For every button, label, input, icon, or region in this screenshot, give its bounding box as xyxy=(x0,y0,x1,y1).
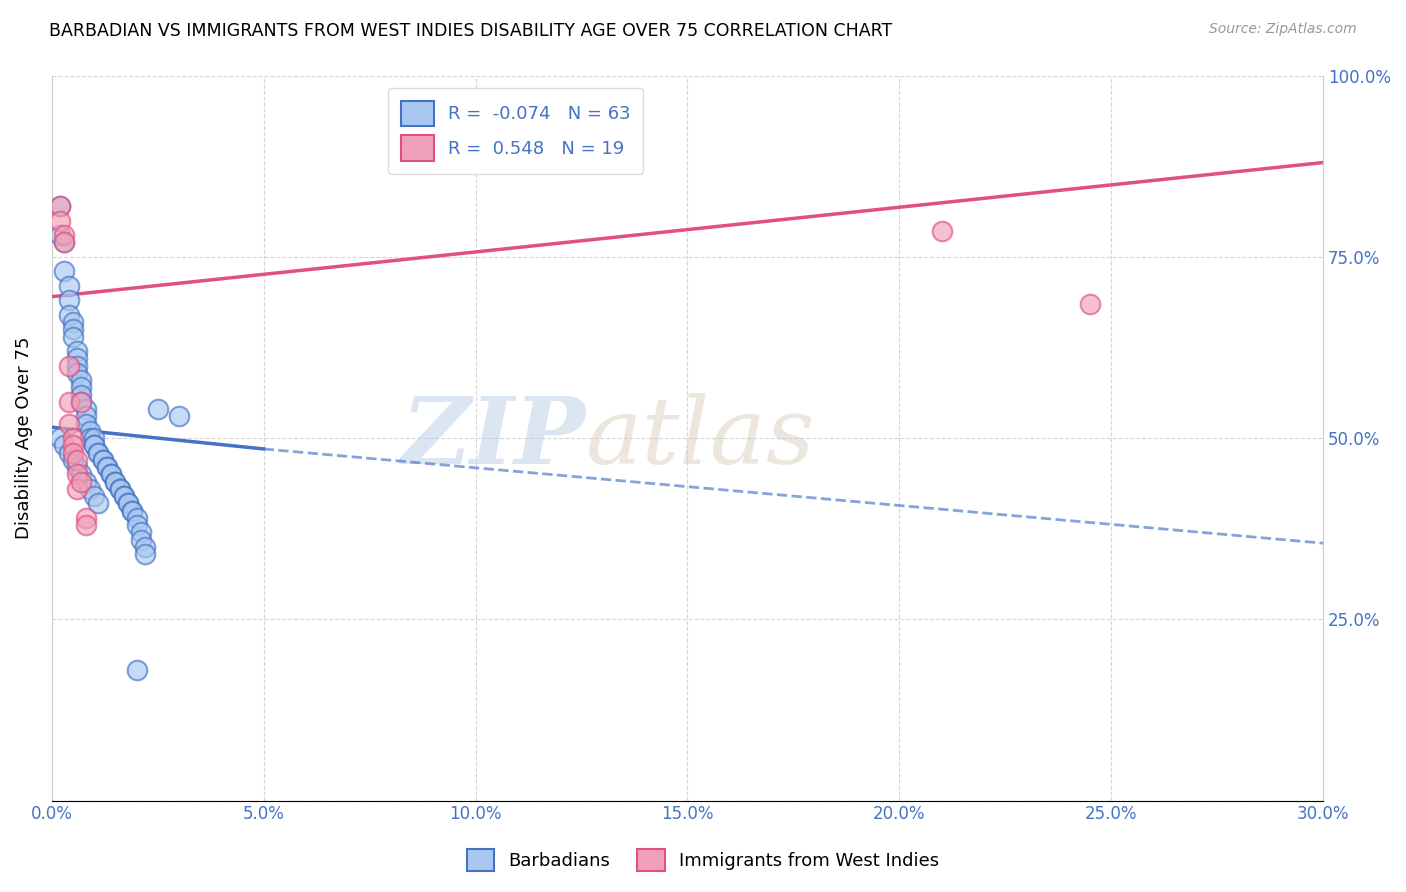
Text: ZIP: ZIP xyxy=(402,393,586,483)
Point xyxy=(58,359,80,373)
Y-axis label: Disability Age Over 75: Disability Age Over 75 xyxy=(15,337,32,540)
Point xyxy=(53,227,76,242)
Point xyxy=(87,445,110,459)
Point xyxy=(70,373,93,387)
Point xyxy=(66,344,89,359)
Point xyxy=(121,503,143,517)
Point xyxy=(117,496,139,510)
Point xyxy=(53,264,76,278)
Point xyxy=(66,452,89,467)
Point xyxy=(96,460,118,475)
Point xyxy=(49,199,72,213)
Point xyxy=(62,315,84,329)
Point xyxy=(104,475,127,489)
Legend: R =  -0.074   N = 63, R =  0.548   N = 19: R = -0.074 N = 63, R = 0.548 N = 19 xyxy=(388,88,643,174)
Point xyxy=(62,431,84,445)
Point xyxy=(87,496,110,510)
Point xyxy=(70,387,93,401)
Point xyxy=(125,511,148,525)
Point xyxy=(58,278,80,293)
Text: Source: ZipAtlas.com: Source: ZipAtlas.com xyxy=(1209,22,1357,37)
Point xyxy=(931,224,953,238)
Point xyxy=(53,438,76,452)
Point xyxy=(66,366,89,380)
Point xyxy=(91,452,114,467)
Point xyxy=(49,213,72,227)
Point xyxy=(83,438,105,452)
Point xyxy=(83,431,105,445)
Point xyxy=(129,533,152,547)
Text: atlas: atlas xyxy=(586,393,815,483)
Point xyxy=(134,540,156,554)
Point xyxy=(100,467,122,482)
Point xyxy=(58,445,80,459)
Point xyxy=(83,438,105,452)
Point xyxy=(75,417,97,431)
Point xyxy=(66,482,89,496)
Point xyxy=(146,402,169,417)
Point xyxy=(79,424,101,438)
Point xyxy=(100,467,122,482)
Point xyxy=(66,351,89,366)
Point xyxy=(129,525,152,540)
Point xyxy=(167,409,190,424)
Point xyxy=(75,518,97,533)
Legend: Barbadians, Immigrants from West Indies: Barbadians, Immigrants from West Indies xyxy=(460,842,946,879)
Point xyxy=(66,467,89,482)
Point xyxy=(134,547,156,561)
Point xyxy=(53,235,76,250)
Point xyxy=(75,511,97,525)
Point xyxy=(70,380,93,394)
Point xyxy=(108,482,131,496)
Point xyxy=(62,438,84,452)
Point xyxy=(58,293,80,308)
Point xyxy=(79,431,101,445)
Point xyxy=(79,482,101,496)
Point xyxy=(70,394,93,409)
Point xyxy=(62,329,84,343)
Point xyxy=(112,489,135,503)
Point xyxy=(66,359,89,373)
Point xyxy=(83,489,105,503)
Point xyxy=(112,489,135,503)
Point xyxy=(58,417,80,431)
Point xyxy=(91,452,114,467)
Point xyxy=(75,409,97,424)
Point xyxy=(62,322,84,336)
Point xyxy=(58,394,80,409)
Point xyxy=(62,452,84,467)
Point xyxy=(87,445,110,459)
Point xyxy=(70,475,93,489)
Point xyxy=(49,431,72,445)
Point xyxy=(125,663,148,677)
Point xyxy=(49,227,72,242)
Point xyxy=(104,475,127,489)
Point xyxy=(70,467,93,482)
Point xyxy=(1078,297,1101,311)
Point xyxy=(108,482,131,496)
Point xyxy=(58,308,80,322)
Point xyxy=(125,518,148,533)
Point xyxy=(117,496,139,510)
Point xyxy=(49,199,72,213)
Point xyxy=(62,445,84,459)
Point xyxy=(70,394,93,409)
Text: BARBADIAN VS IMMIGRANTS FROM WEST INDIES DISABILITY AGE OVER 75 CORRELATION CHAR: BARBADIAN VS IMMIGRANTS FROM WEST INDIES… xyxy=(49,22,893,40)
Point xyxy=(53,235,76,250)
Point xyxy=(66,460,89,475)
Point xyxy=(96,460,118,475)
Point xyxy=(75,402,97,417)
Point xyxy=(121,503,143,517)
Point xyxy=(75,475,97,489)
